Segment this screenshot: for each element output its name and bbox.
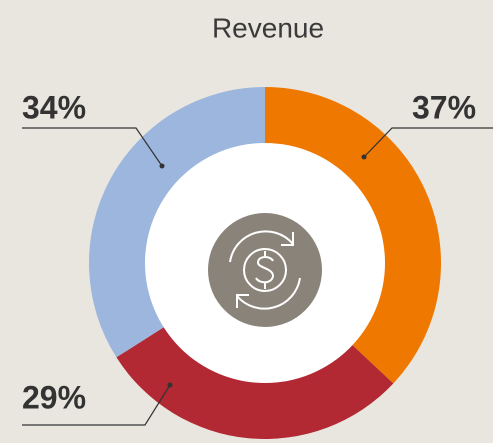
donut-slice	[89, 87, 265, 358]
icon-arrow	[236, 277, 301, 310]
value-label: 34%	[22, 89, 86, 125]
donut	[89, 87, 442, 440]
leader-line	[22, 127, 163, 167]
leader-dot	[167, 382, 173, 388]
icon-arrow	[229, 230, 294, 263]
donut-slice	[265, 87, 442, 384]
leader-line	[363, 127, 493, 158]
icon-circle	[208, 213, 322, 327]
donut-slice	[116, 326, 394, 440]
center-icon	[208, 213, 322, 327]
leader-line	[22, 384, 171, 426]
value-label: 29%	[22, 379, 86, 415]
leader-dot	[159, 163, 165, 169]
value-label: 37%	[412, 89, 476, 125]
icon-coin	[243, 248, 287, 292]
chart-title: Revenue	[212, 12, 324, 43]
leader-dot	[361, 154, 367, 160]
icon-dollar	[255, 251, 275, 289]
